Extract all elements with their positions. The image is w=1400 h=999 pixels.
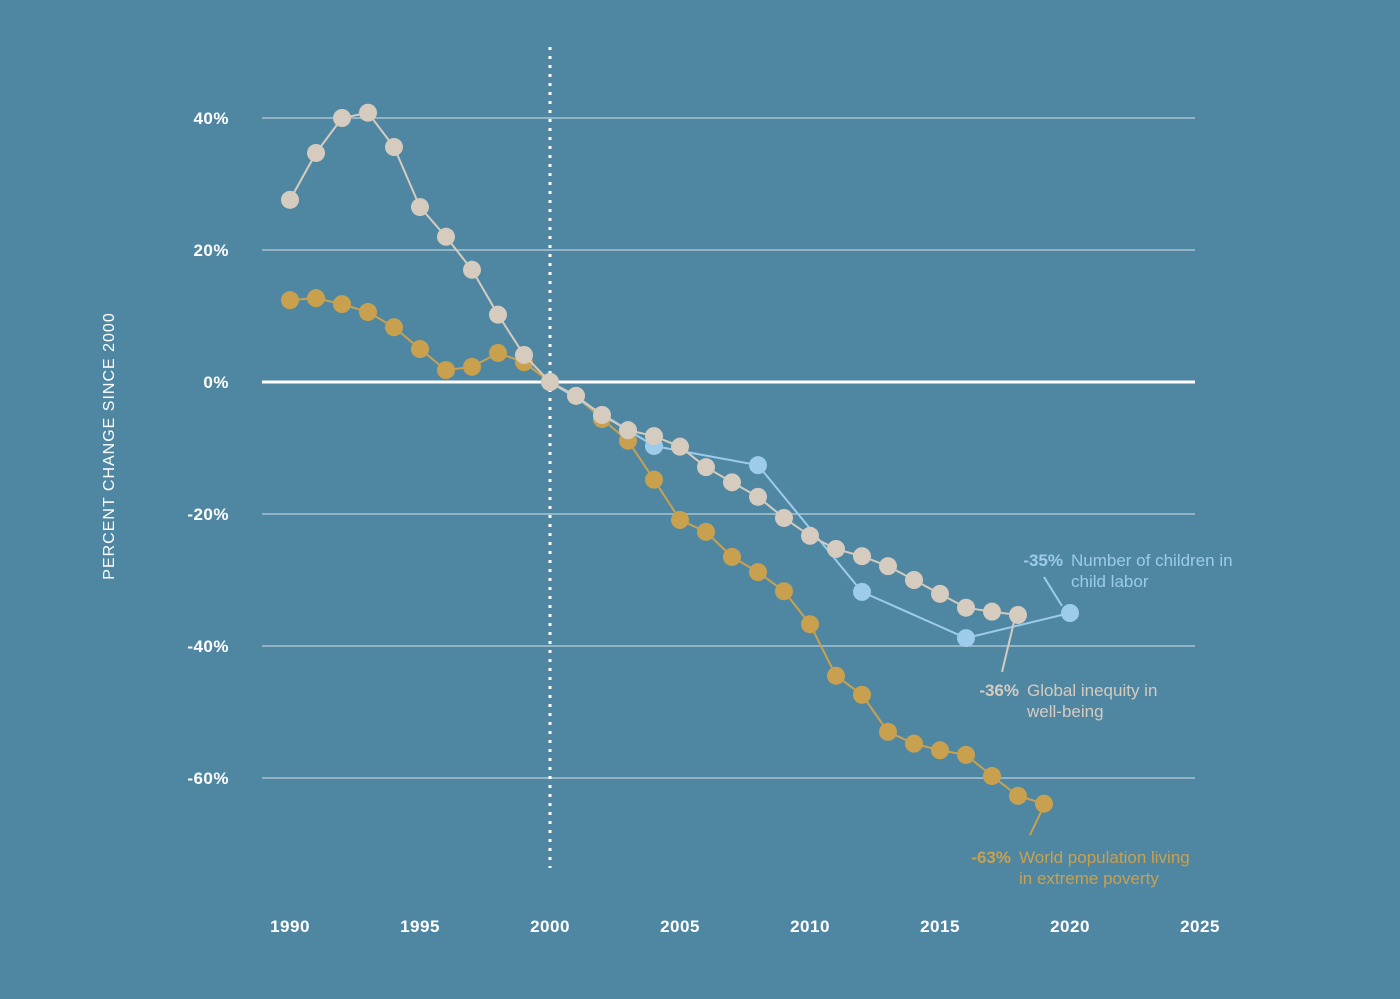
annotation-label: Number of children in — [1071, 551, 1233, 570]
data-point — [853, 685, 871, 704]
x-tick-label: 2020 — [1050, 917, 1090, 936]
series-1 — [281, 289, 1053, 813]
data-point — [749, 487, 767, 506]
data-point — [385, 138, 403, 157]
data-point — [957, 745, 975, 764]
y-axis-label: PERCENT CHANGE SINCE 2000 — [101, 312, 118, 579]
data-point — [931, 741, 949, 760]
data-point — [489, 343, 507, 362]
annotation-value: -35% — [1023, 551, 1063, 570]
series-annotations: -36% Global inequity in well-being -63% Worl… — [971, 551, 1232, 888]
data-point — [645, 470, 663, 489]
data-point — [879, 722, 897, 741]
data-point — [437, 227, 455, 246]
y-tick-label: 40% — [193, 109, 229, 128]
y-tick-label: 0% — [203, 373, 229, 392]
data-point — [1061, 604, 1079, 622]
data-point — [697, 522, 715, 541]
data-point — [307, 143, 325, 162]
data-point — [827, 539, 845, 558]
series-group — [281, 103, 1079, 813]
y-axis-ticks: 40% 20% 0% -20% -40% -60% — [187, 109, 229, 788]
data-point — [1035, 794, 1053, 813]
y-tick-label: 20% — [193, 241, 229, 260]
data-point — [359, 103, 377, 122]
x-tick-label: 2010 — [790, 917, 830, 936]
data-point — [723, 473, 741, 492]
data-point — [333, 295, 351, 314]
y-tick-label: -60% — [187, 769, 229, 788]
annotation-value: -36% — [979, 681, 1019, 700]
annotation-leader — [1001, 621, 1015, 673]
annotation-label: Global inequity in — [1027, 681, 1157, 700]
data-point — [983, 767, 1001, 786]
gridlines — [262, 117, 1195, 779]
series-line — [289, 297, 1045, 805]
data-point — [931, 584, 949, 603]
data-point — [281, 291, 299, 310]
annotation-label: World population living — [1019, 848, 1190, 867]
data-point — [983, 602, 1001, 621]
y-tick-label: -20% — [187, 505, 229, 524]
data-point — [281, 190, 299, 209]
annotation-series-0: -36% Global inequity in well-being — [979, 621, 1157, 721]
data-point — [437, 361, 455, 380]
data-point — [333, 109, 351, 127]
data-point — [671, 437, 689, 456]
data-point — [567, 386, 585, 405]
data-point — [801, 615, 819, 634]
data-point — [697, 458, 715, 477]
data-point — [957, 629, 975, 648]
data-point — [411, 198, 429, 217]
annotation-leader — [1043, 576, 1063, 607]
x-tick-label: 1990 — [270, 917, 310, 936]
annotation-series-1: -63% World population living in extreme po… — [971, 811, 1190, 888]
data-point — [593, 406, 611, 424]
y-tick-label: -40% — [187, 637, 229, 656]
data-point — [775, 508, 793, 527]
data-point — [957, 598, 975, 617]
data-point — [723, 547, 741, 566]
data-point — [853, 582, 871, 601]
data-point — [489, 305, 507, 324]
data-point — [827, 666, 845, 685]
x-tick-label: 2025 — [1180, 917, 1220, 936]
data-point — [905, 571, 923, 589]
data-point — [905, 734, 923, 753]
series-line — [289, 111, 1019, 616]
data-point — [671, 510, 689, 529]
data-point — [307, 289, 325, 308]
annotation-label: in extreme poverty — [1019, 869, 1159, 888]
data-point — [775, 582, 793, 601]
annotation-series-2: -35% Number of children in child labor — [1023, 551, 1233, 607]
data-point — [385, 318, 403, 337]
data-point — [463, 357, 481, 376]
annotation-label: child labor — [1071, 572, 1149, 591]
data-point — [749, 456, 767, 475]
x-axis-ticks: 1990 1995 2000 2005 2010 2015 2020 2025 — [270, 917, 1220, 936]
x-tick-label: 2015 — [920, 917, 960, 936]
data-point — [541, 373, 559, 391]
data-point — [853, 547, 871, 566]
data-point — [359, 303, 377, 322]
data-point — [879, 557, 897, 576]
data-point — [645, 427, 663, 446]
x-tick-label: 2000 — [530, 917, 570, 936]
data-point — [515, 345, 533, 364]
data-point — [749, 563, 767, 582]
x-tick-label: 2005 — [660, 917, 700, 936]
data-point — [801, 526, 819, 545]
x-tick-label: 1995 — [400, 917, 440, 936]
annotation-value: -63% — [971, 848, 1011, 867]
data-point — [1009, 605, 1027, 624]
data-point — [463, 260, 481, 279]
series-line — [549, 381, 1071, 640]
data-point — [1009, 786, 1027, 805]
annotation-label: well-being — [1026, 702, 1104, 721]
data-point — [619, 421, 637, 440]
annotation-leader — [1029, 811, 1042, 836]
series-0 — [281, 103, 1027, 624]
data-point — [411, 340, 429, 358]
